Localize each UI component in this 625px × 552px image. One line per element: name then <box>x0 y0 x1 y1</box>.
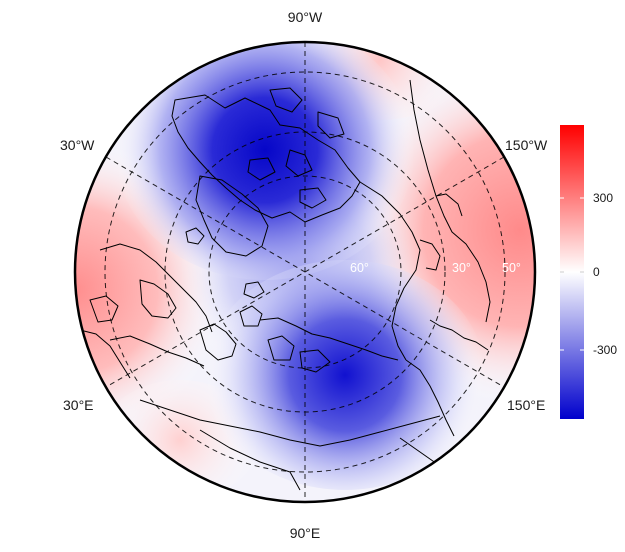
lon-label-lower-right: 150°E <box>507 397 545 413</box>
negative-anomaly-top <box>115 42 415 280</box>
graticule <box>104 42 506 502</box>
lon-label-lower-left: 30°E <box>63 397 94 413</box>
coastlines <box>79 79 491 491</box>
colorbar-label-0: 0 <box>593 265 600 279</box>
lat-label-30: 30° <box>452 261 471 275</box>
colorbar-label-300: 300 <box>593 191 613 205</box>
map-boundary <box>73 40 537 504</box>
lon-label-bottom: 90°E <box>290 525 321 541</box>
colorbar: 300 0 -300 <box>560 125 617 419</box>
lon-label-top: 90°W <box>288 9 323 25</box>
lat-label-60: 60° <box>350 261 369 275</box>
latitude-circle-outer <box>104 71 506 473</box>
lon-label-upper-right: 150°W <box>505 137 548 153</box>
lat-label-50: 50° <box>502 261 521 275</box>
colorbar-label-neg300: -300 <box>593 343 617 357</box>
lon-label-upper-left: 30°W <box>60 137 95 153</box>
negative-anomaly-bottom <box>205 260 485 490</box>
meridian-150 <box>105 156 505 388</box>
latitude-circle-inner <box>208 175 402 369</box>
field-shading <box>75 42 535 502</box>
